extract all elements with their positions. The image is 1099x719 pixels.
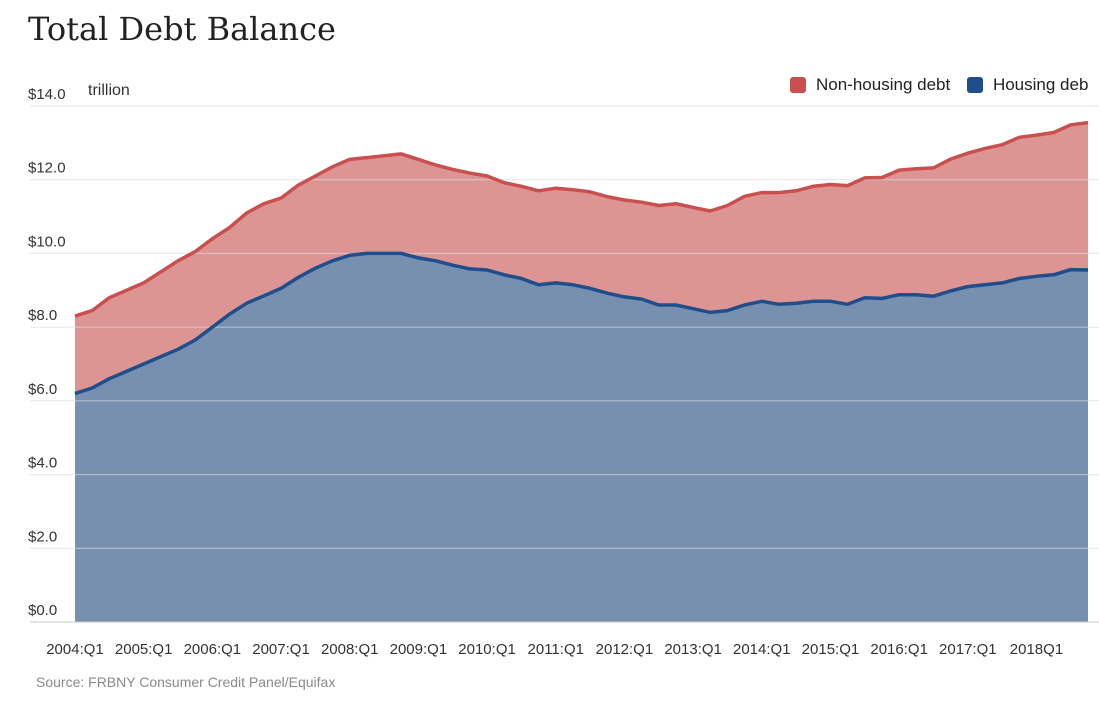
legend-swatch-non-housing — [790, 77, 806, 93]
x-tick-label: 2006:Q1 — [184, 641, 242, 658]
source-note: Source: FRBNY Consumer Credit Panel/Equi… — [36, 674, 336, 690]
x-tick-label: 2017:Q1 — [939, 641, 997, 658]
x-tick-label: 2012:Q1 — [596, 641, 654, 658]
y-tick-label: $4.0 — [28, 455, 57, 472]
legend-swatch-housing — [966, 77, 983, 93]
legend-item-housing[interactable]: Housing deb — [966, 75, 1089, 95]
y-tick-label: $0.0 — [28, 602, 57, 619]
y-tick-label: $6.0 — [28, 381, 57, 398]
y-tick-label: $14.0 — [28, 86, 66, 103]
x-tick-label: 2018Q1 — [1010, 641, 1063, 658]
y-tick-label: $10.0 — [28, 233, 66, 250]
y-unit-label: trillion — [88, 82, 130, 99]
legend-item-non-housing[interactable]: Non-housing debt — [790, 75, 950, 95]
x-tick-label: 2005:Q1 — [115, 641, 173, 658]
x-tick-label: 2011:Q1 — [528, 641, 584, 658]
x-tick-label: 2014:Q1 — [733, 641, 791, 658]
legend: Non-housing debt Housing deb — [790, 75, 1099, 99]
housing-line — [74, 251, 1089, 396]
non-housing-area — [75, 122, 1088, 394]
housing-area — [75, 253, 1088, 622]
legend-label-non-housing: Non-housing debt — [816, 75, 951, 94]
x-tick-label: 2004:Q1 — [46, 641, 104, 658]
y-tick-label: $12.0 — [28, 160, 66, 177]
x-tick-label: 2009:Q1 — [390, 641, 448, 658]
x-tick-label: 2007:Q1 — [252, 641, 310, 658]
x-tick-label: 2015:Q1 — [802, 641, 860, 658]
x-tick-label: 2008:Q1 — [321, 641, 379, 658]
y-tick-label: $2.0 — [28, 528, 57, 545]
chart-title: Total Debt Balance — [28, 10, 336, 48]
legend-label-housing: Housing deb — [992, 75, 1089, 94]
x-tick-label: 2010:Q1 — [458, 641, 516, 658]
x-tick-label: 2013:Q1 — [664, 641, 722, 658]
y-tick-label: $8.0 — [28, 307, 57, 324]
x-tick-label: 2016:Q1 — [870, 641, 928, 658]
non-housing-line — [74, 120, 1089, 318]
